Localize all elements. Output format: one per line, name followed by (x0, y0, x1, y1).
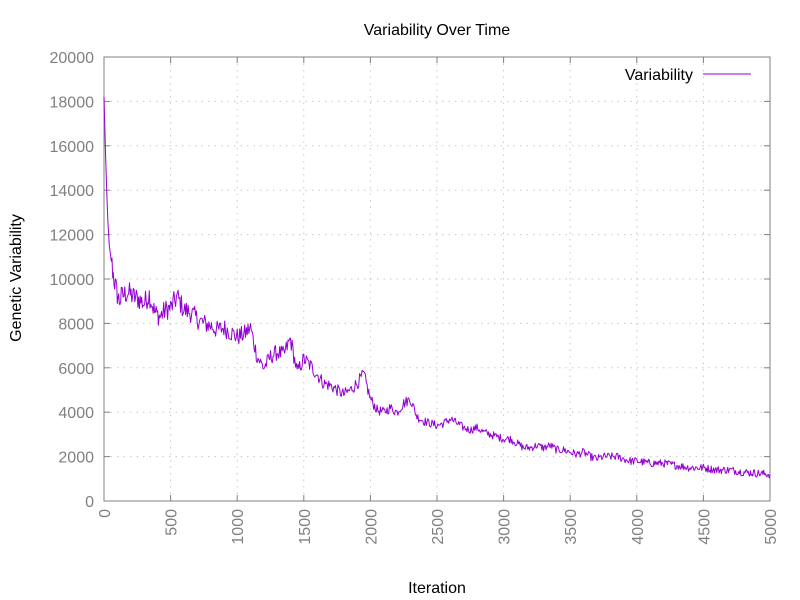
x-tick-label: 0 (97, 509, 114, 518)
y-tick-label: 12000 (50, 228, 95, 245)
x-tick-label: 2500 (430, 509, 447, 545)
x-tick-label: 3000 (497, 509, 514, 545)
legend: Variability (625, 67, 751, 84)
x-tick-label: 5000 (763, 509, 780, 545)
y-tick-label: 10000 (50, 272, 95, 289)
y-tick-label: 6000 (58, 361, 94, 378)
y-tick-label: 4000 (58, 405, 94, 422)
y-tick-label: 20000 (50, 50, 95, 67)
x-tick-label: 2000 (363, 509, 380, 545)
x-axis-label: Iteration (408, 580, 466, 597)
series-line-0 (103, 96, 771, 479)
tick-layer: 0200040006000800010000120001400016000180… (50, 50, 781, 545)
x-tick-label: 1000 (230, 509, 247, 545)
chart-title: Variability Over Time (364, 22, 511, 39)
x-tick-label: 1500 (297, 509, 314, 545)
x-tick-label: 4500 (696, 509, 713, 545)
y-axis-label: Genetic Variability (8, 214, 25, 342)
x-tick-label: 4000 (630, 509, 647, 545)
grid-layer (104, 57, 770, 501)
y-tick-label: 16000 (50, 139, 95, 156)
y-tick-label: 8000 (58, 316, 94, 333)
y-tick-label: 18000 (50, 94, 95, 111)
legend-label: Variability (625, 67, 693, 84)
x-tick-label: 500 (164, 509, 181, 536)
y-tick-label: 0 (85, 494, 94, 511)
x-tick-label: 3500 (563, 509, 580, 545)
y-tick-label: 2000 (58, 450, 94, 467)
y-tick-label: 14000 (50, 183, 95, 200)
series-layer (103, 96, 771, 479)
